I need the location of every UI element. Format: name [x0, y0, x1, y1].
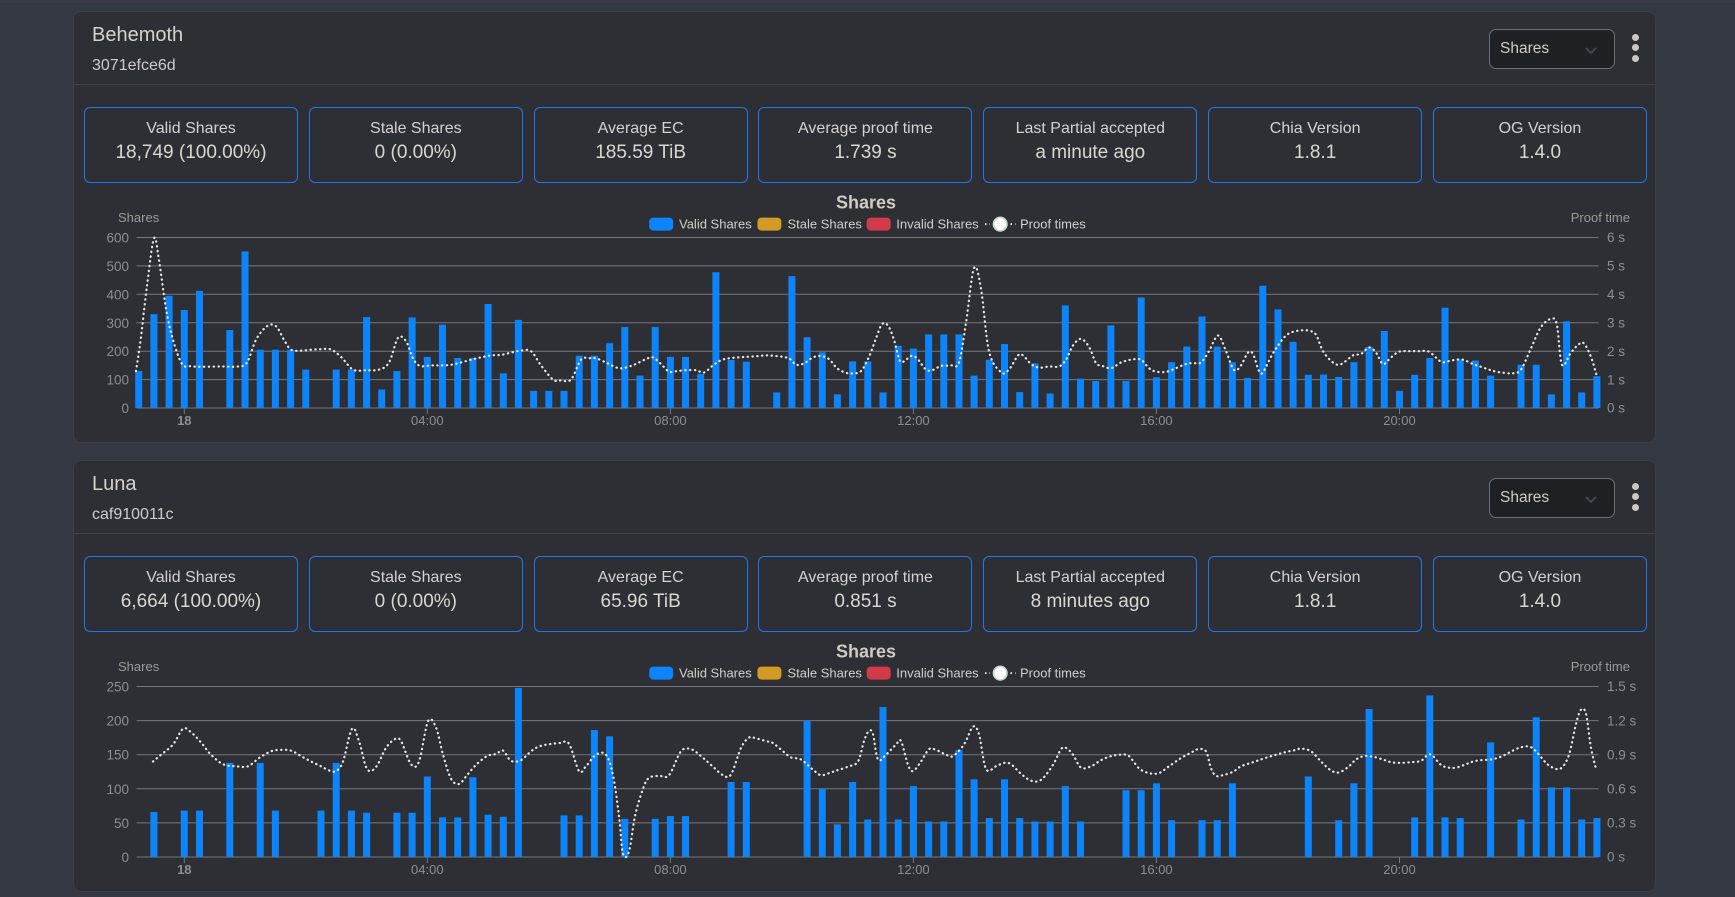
svg-text:Shares: Shares: [836, 193, 896, 213]
svg-text:18: 18: [177, 413, 191, 428]
svg-text:20:00: 20:00: [1383, 862, 1416, 877]
svg-text:50: 50: [114, 816, 129, 831]
svg-text:Proof time: Proof time: [1571, 210, 1630, 225]
svg-text:1.2 s: 1.2 s: [1607, 713, 1637, 728]
svg-text:4 s: 4 s: [1607, 287, 1625, 302]
svg-text:2 s: 2 s: [1607, 344, 1625, 359]
svg-text:08:00: 08:00: [654, 413, 687, 428]
svg-text:0.6 s: 0.6 s: [1607, 782, 1637, 797]
svg-text:100: 100: [106, 782, 129, 797]
svg-text:1.5 s: 1.5 s: [1607, 679, 1637, 694]
svg-text:Valid Shares: Valid Shares: [679, 666, 752, 681]
svg-text:400: 400: [106, 287, 129, 302]
svg-text:200: 200: [106, 344, 129, 359]
svg-text:Shares: Shares: [118, 210, 160, 225]
svg-text:Proof times: Proof times: [1020, 217, 1086, 232]
svg-text:Proof time: Proof time: [1571, 659, 1630, 674]
svg-text:08:00: 08:00: [654, 862, 687, 877]
svg-text:20:00: 20:00: [1383, 413, 1416, 428]
svg-text:04:00: 04:00: [411, 413, 444, 428]
svg-text:Invalid Shares: Invalid Shares: [896, 666, 979, 681]
svg-text:0 s: 0 s: [1607, 850, 1625, 865]
svg-text:6 s: 6 s: [1607, 230, 1625, 245]
svg-text:150: 150: [106, 748, 129, 763]
svg-text:600: 600: [106, 231, 129, 246]
svg-text:Proof times: Proof times: [1020, 666, 1086, 681]
svg-text:Invalid Shares: Invalid Shares: [896, 217, 979, 232]
svg-text:16:00: 16:00: [1140, 862, 1173, 877]
svg-text:500: 500: [106, 259, 129, 274]
svg-text:12:00: 12:00: [897, 413, 930, 428]
svg-text:04:00: 04:00: [411, 862, 444, 877]
svg-text:Shares: Shares: [118, 659, 160, 674]
svg-text:200: 200: [106, 714, 129, 729]
svg-text:3 s: 3 s: [1607, 315, 1625, 330]
svg-text:5 s: 5 s: [1607, 259, 1625, 274]
svg-text:100: 100: [106, 373, 129, 388]
svg-text:0 s: 0 s: [1607, 401, 1625, 416]
svg-text:Valid Shares: Valid Shares: [679, 217, 752, 232]
svg-text:Stale Shares: Stale Shares: [788, 217, 863, 232]
svg-text:1 s: 1 s: [1607, 372, 1625, 387]
svg-text:Shares: Shares: [836, 642, 896, 662]
svg-text:18: 18: [177, 862, 191, 877]
svg-text:16:00: 16:00: [1140, 413, 1173, 428]
svg-text:300: 300: [106, 316, 129, 331]
svg-text:0: 0: [121, 401, 129, 416]
svg-text:12:00: 12:00: [897, 862, 930, 877]
svg-text:0: 0: [121, 850, 129, 865]
svg-text:0.3 s: 0.3 s: [1607, 816, 1637, 831]
svg-text:Stale Shares: Stale Shares: [788, 666, 863, 681]
svg-text:0.9 s: 0.9 s: [1607, 747, 1637, 762]
svg-text:250: 250: [106, 680, 129, 695]
